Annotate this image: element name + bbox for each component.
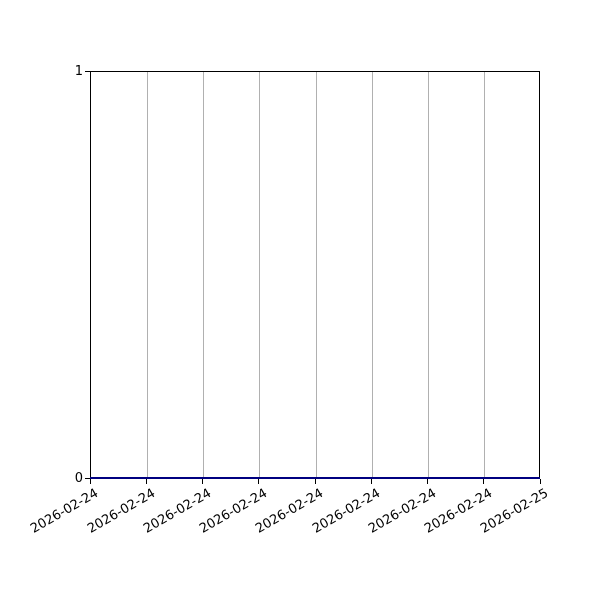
- x-tick-mark: [539, 479, 541, 484]
- x-tick-mark: [314, 479, 316, 484]
- y-tick-label-0: 0: [74, 471, 83, 486]
- y-tick-mark-top: [85, 71, 90, 72]
- plot-area: [90, 71, 540, 479]
- x-tick-mark: [202, 479, 203, 484]
- vertical-gridline: [484, 72, 486, 478]
- vertical-gridline: [203, 72, 204, 478]
- x-tick-mark: [483, 479, 485, 484]
- vertical-gridline: [259, 72, 261, 478]
- x-tick-mark: [370, 479, 372, 484]
- x-tick-mark: [89, 479, 91, 484]
- vertical-gridline: [146, 72, 148, 478]
- vertical-gridline: [428, 72, 429, 478]
- y-tick-mark-bottom: [85, 478, 90, 479]
- vertical-gridline: [371, 72, 373, 478]
- x-tick-mark: [145, 479, 147, 484]
- vertical-gridline: [315, 72, 317, 478]
- x-tick-mark: [427, 479, 428, 484]
- data-series-line: [90, 477, 540, 479]
- x-tick-mark: [258, 479, 260, 484]
- y-tick-label-1: 1: [74, 64, 83, 79]
